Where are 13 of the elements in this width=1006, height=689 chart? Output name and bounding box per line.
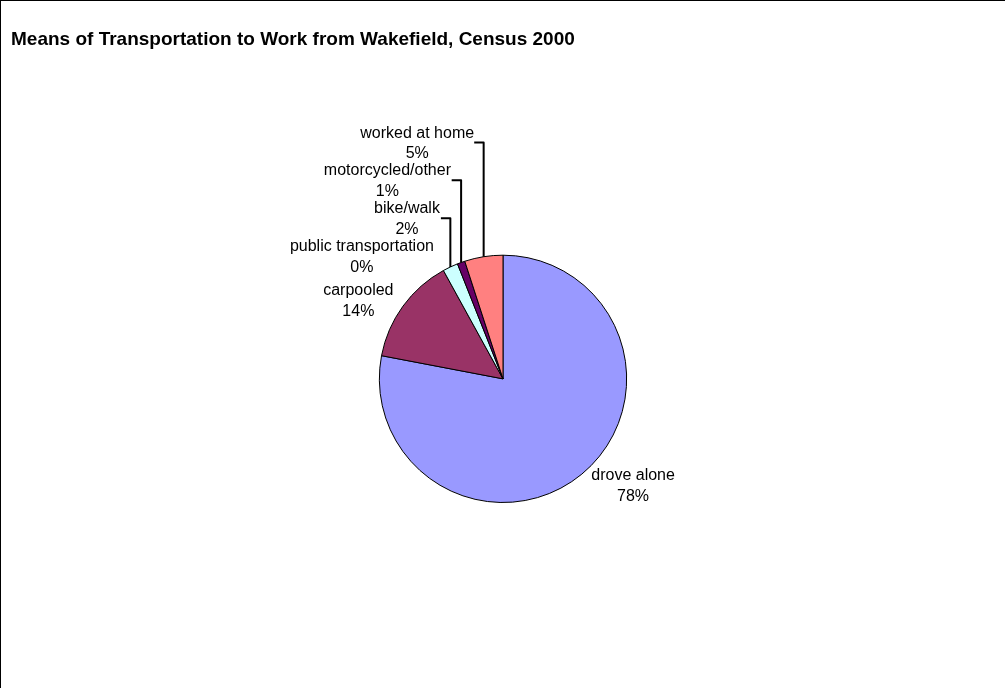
text: 0% — [350, 257, 374, 275]
slice-label: drove alone — [591, 466, 675, 484]
data-label: 5% — [405, 144, 429, 162]
data-label: 14% — [342, 301, 375, 319]
chart-title: Means of Transportation to Work from Wakefield, Census 2000 — [11, 28, 575, 50]
data-label: 1% — [375, 182, 399, 200]
slice-label: motorcycled/other — [323, 161, 452, 179]
slice-label: carpooled — [323, 280, 394, 298]
data-label: 78% — [617, 487, 650, 505]
category-label: public transportation — [289, 237, 434, 255]
slice-label: worked at home — [359, 123, 475, 141]
data-label: 2% — [395, 220, 419, 238]
slice-label: bike/walk — [374, 199, 441, 217]
